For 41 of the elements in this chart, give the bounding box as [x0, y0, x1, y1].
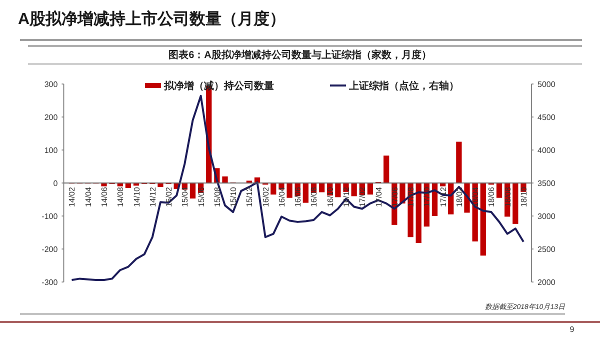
x-tick-label: 18/06 — [487, 186, 496, 208]
x-tick-label: 15/04 — [180, 186, 190, 208]
x-tick-label: 14/12 — [148, 186, 158, 208]
x-tick-label: 15/08 — [212, 186, 222, 208]
x-tick-label: 17/02 — [358, 186, 368, 208]
x-tick-label: 14/02 — [68, 186, 77, 208]
x-tick-label: 18/10 — [519, 186, 528, 208]
y-tick-label: 300 — [44, 80, 58, 89]
x-tick-label: 14/10 — [132, 186, 142, 208]
x-tick-label: 17/08 — [406, 186, 416, 208]
chart-subtitle: 图表6：A股拟净增减持公司数量与上证综指（家数，月度） — [168, 49, 432, 61]
y2-tick-label: 3500 — [538, 178, 556, 188]
y-tick-label: 100 — [44, 146, 58, 155]
y-tick-label: 200 — [44, 112, 58, 122]
x-tick-label: 15/10 — [229, 186, 238, 208]
y-tick-label: -200 — [42, 244, 58, 254]
x-tick-label: 16/04 — [277, 186, 286, 208]
x-tick-label: 16/02 — [261, 186, 270, 208]
legend-label: 拟净增（减）持公司数量 — [163, 80, 274, 92]
y2-tick-label: 2500 — [538, 244, 556, 254]
text: 9 — [570, 325, 575, 334]
y-tick-label: 0 — [53, 178, 58, 188]
y2-tick-label: 4500 — [538, 112, 556, 122]
x-tick-label: 16/10 — [326, 186, 335, 208]
x-tick-label: 14/06 — [100, 186, 109, 208]
y2-tick-label: 2000 — [538, 278, 556, 287]
y-tick-label: -300 — [42, 278, 58, 287]
y2-tick-label: 3000 — [538, 212, 556, 221]
y2-tick-label: 5000 — [538, 80, 556, 89]
x-tick-label: 16/06 — [294, 186, 303, 208]
legend-label: 上证综指（点位，右轴） — [348, 80, 459, 92]
y-tick-label: -100 — [42, 212, 58, 221]
x-tick-label: 14/08 — [116, 186, 126, 208]
x-tick-label: 16/08 — [310, 186, 319, 208]
y2-tick-label: 4000 — [538, 146, 556, 155]
x-tick-label: 14/04 — [84, 186, 93, 208]
x-tick-label: 17/06 — [390, 186, 400, 208]
x-tick-label: 18/08 — [503, 186, 512, 208]
x-tick-label: 15/06 — [196, 186, 206, 208]
chart-title: A股拟净增减持上市公司数量（月度） — [18, 9, 286, 28]
x-tick-label: 15/12 — [245, 186, 254, 208]
